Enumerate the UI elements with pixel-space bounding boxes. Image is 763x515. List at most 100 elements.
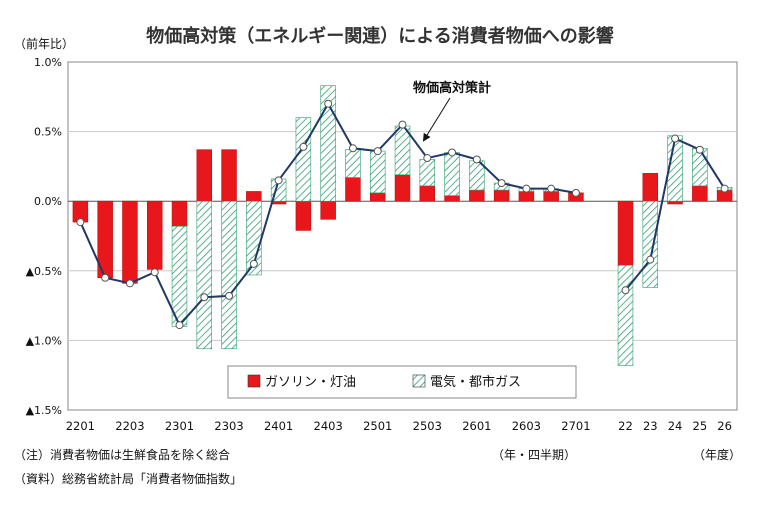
bar-gasoline	[295, 200, 312, 231]
total-point	[621, 286, 630, 295]
y-tick-label: 1.0%	[34, 56, 62, 69]
x-tick-label: 2503	[413, 419, 442, 433]
bar-gasoline	[518, 191, 535, 202]
x-tick-label: 2303	[214, 419, 243, 433]
bar-gasoline	[394, 174, 411, 202]
total-point	[695, 145, 704, 154]
bar-electricity	[221, 200, 237, 350]
bar-electricity	[692, 148, 708, 187]
footnote: （注）消費者物価は生鮮食品を除く総合	[14, 448, 231, 462]
bar-electricity	[419, 159, 436, 187]
x-tick-label: 2701	[561, 419, 590, 433]
x-tick-label: 2501	[363, 419, 392, 433]
bar-electricity	[345, 149, 361, 178]
bar-gasoline	[642, 173, 659, 202]
total-point	[398, 120, 407, 129]
y-tick-label: ▲1.0%	[26, 334, 62, 347]
annotation-arrow	[422, 97, 451, 142]
bar-electricity	[444, 152, 460, 196]
bar-gasoline	[617, 200, 634, 266]
bar-gasoline	[667, 200, 683, 205]
total-point	[125, 279, 134, 288]
bar-electricity	[394, 125, 411, 176]
bar-electricity	[642, 200, 659, 288]
bar-electricity	[617, 264, 634, 366]
bar-gasoline	[146, 200, 163, 270]
legend-label-gasoline: ガソリン・灯油	[265, 375, 356, 390]
legend-label-electricity: 電気・都市ガス	[430, 374, 521, 390]
bar-gasoline	[122, 200, 138, 284]
y-tick-label: 0.5%	[34, 126, 62, 139]
total-point	[423, 154, 432, 163]
bar-gasoline	[444, 195, 460, 202]
bar-electricity	[196, 200, 213, 350]
bar-gasoline	[171, 200, 188, 227]
total-point	[497, 179, 506, 188]
bar-gasoline	[270, 200, 287, 205]
bar-gasoline	[493, 189, 510, 202]
total-point	[671, 134, 680, 143]
x-tick-label: 2203	[115, 419, 144, 433]
x-tick-label: 2601	[462, 419, 491, 433]
total-point	[175, 321, 184, 330]
plot-frame	[67, 61, 738, 411]
x-tick-label: 2201	[66, 419, 95, 433]
bar-gasoline	[369, 192, 386, 202]
x-tick-label: 2403	[314, 419, 343, 433]
bar-electricity	[171, 225, 188, 327]
total-point	[571, 188, 580, 197]
annotation-label: 物価高対策計	[413, 80, 491, 96]
bar-electricity	[295, 117, 312, 202]
total-point	[274, 176, 283, 185]
total-line	[76, 99, 729, 330]
total-point	[646, 255, 655, 264]
x-tick-label: 22	[618, 419, 633, 433]
bar-electricity	[369, 150, 386, 194]
total-point	[299, 142, 308, 151]
total-point	[249, 259, 258, 268]
bar-gasoline	[246, 191, 262, 202]
total-point	[522, 184, 531, 193]
y-tick-labels: 1.0% 0.5% 0.0% ▲0.5% ▲1.0% ▲1.5%	[26, 56, 62, 417]
x-tick-labels: 2201 2203 2301 2303 2401 2403 2501 2503 2601 2603…	[66, 419, 732, 433]
x-tick-label: 26	[717, 419, 732, 433]
y-tick-label: ▲1.5%	[26, 404, 62, 417]
total-point	[225, 291, 234, 300]
x-tick-label: 2401	[264, 419, 293, 433]
bar-gasoline	[692, 185, 708, 202]
x-tick-label: 2603	[512, 419, 541, 433]
total-point	[472, 155, 481, 164]
total-point	[547, 184, 556, 193]
total-point	[720, 184, 729, 193]
legend: ガソリン・灯油 電気・都市ガス	[227, 365, 577, 399]
x-tick-label: 2301	[165, 419, 194, 433]
bar-gasoline	[196, 149, 213, 202]
x-axis-unit-quarterly: （年・四半期）	[492, 448, 577, 462]
bar-gasoline	[469, 189, 485, 202]
bars	[72, 85, 733, 366]
legend-box	[227, 365, 577, 399]
total-point	[324, 99, 333, 108]
legend-swatch-gasoline	[247, 374, 261, 388]
total-point	[448, 148, 457, 157]
bar-gasoline	[221, 149, 237, 202]
x-axis-unit-annual: （年度）	[693, 448, 742, 462]
bar-gasoline	[345, 177, 361, 202]
x-tick-label: 24	[668, 419, 683, 433]
chart-title: 物価高対策（エネルギー関連）による消費者物価への影響	[146, 25, 613, 47]
total-point	[76, 218, 85, 227]
bar-gasoline	[419, 185, 436, 202]
total-point	[373, 147, 382, 156]
bar-gasoline	[543, 191, 559, 202]
bar-gasoline	[320, 200, 336, 220]
x-tick-label: 25	[693, 419, 708, 433]
source-note: （資料）総務省統計局「消費者物価指数」	[14, 472, 243, 486]
bar-electricity	[320, 85, 336, 202]
y-tick-label: 0.0%	[34, 195, 62, 208]
total-point	[101, 273, 110, 282]
total-point	[200, 293, 209, 302]
x-tick-label: 23	[643, 419, 658, 433]
total-point	[150, 268, 159, 277]
total-point	[348, 144, 357, 153]
